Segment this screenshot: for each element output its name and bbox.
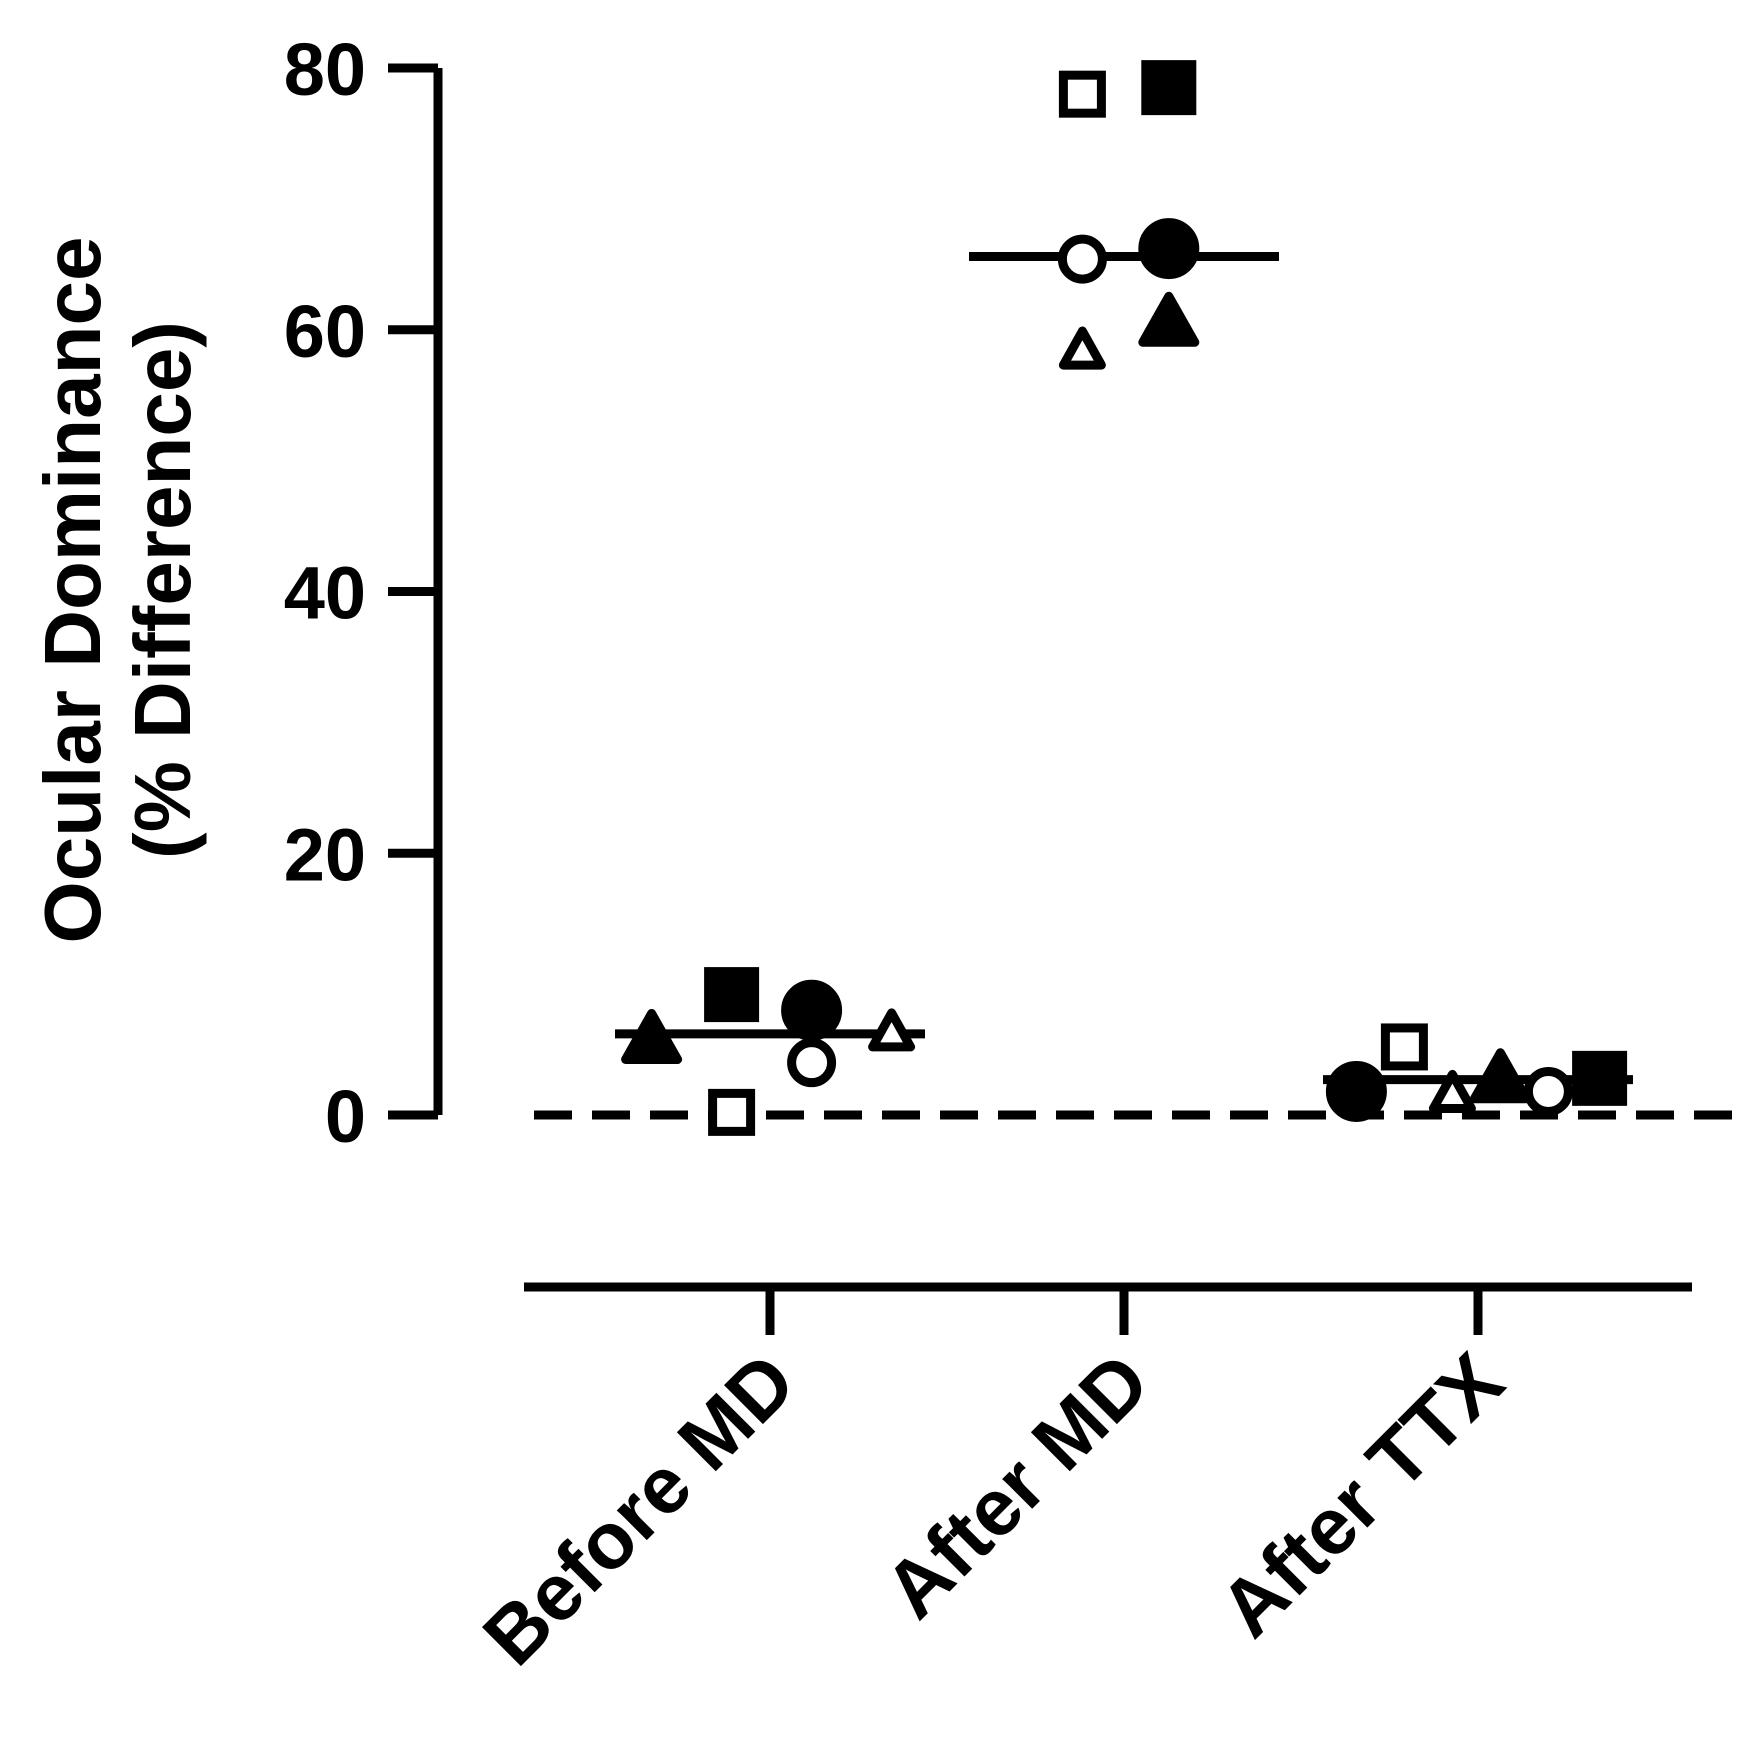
y-axis-title-line1: Ocular Dominance [28,237,117,944]
filled-triangle-point [621,1008,683,1064]
open-circle-point [1057,234,1107,284]
filled-square-point [1141,60,1197,116]
filled-circle-point [781,979,843,1041]
open-triangle-point [1428,1069,1476,1113]
open-square-point [1058,70,1106,118]
y-tick-label: 80 [284,28,366,111]
x-tick-label: Before MD [466,1336,812,1682]
y-axis-title-line2: (% Difference) [118,321,207,859]
y-tick-label: 40 [284,552,366,635]
points-layer [621,60,1628,1136]
y-tick-label: 20 [284,813,366,896]
y-tick-label: 0 [325,1075,366,1158]
filled-triangle-point [1138,291,1200,347]
filled-circle-point [1325,1060,1387,1122]
means-layer [615,251,1633,1085]
x-tick-label: After TTX [1203,1336,1520,1653]
filled-square-point [1572,1050,1628,1106]
open-triangle-point [868,1008,916,1052]
y-tick-label: 60 [284,290,366,373]
x-tick-label: After MD [867,1336,1166,1635]
open-square-point [708,1088,756,1136]
open-triangle-point [1058,326,1106,370]
filled-circle-point [1138,218,1200,280]
open-circle-point [787,1038,837,1088]
open-circle-point [1523,1066,1573,1116]
y-axis-title: Ocular Dominance (% Difference) [28,237,207,944]
x-axis: Before MD After MD After TTX [466,1282,1692,1682]
open-square-point [1380,1023,1428,1071]
y-axis: 0 20 40 60 80 [284,28,443,1158]
filled-triangle-point [1469,1048,1531,1104]
filled-square-point [704,967,760,1023]
